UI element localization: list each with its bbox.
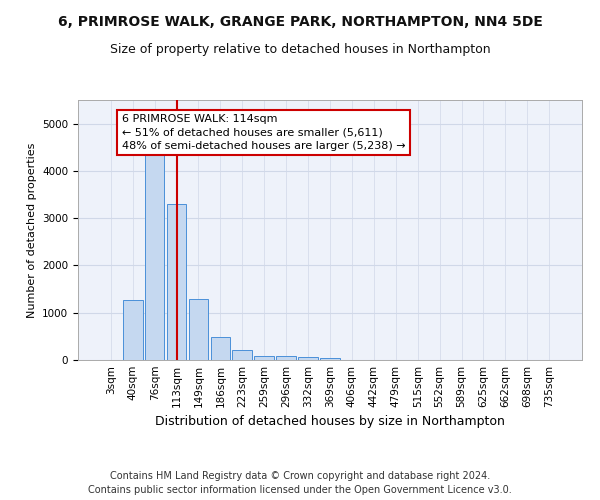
Bar — [123, 300, 143, 360]
Bar — [254, 356, 274, 360]
Y-axis label: Number of detached properties: Number of detached properties — [26, 142, 37, 318]
Text: 6 PRIMROSE WALK: 114sqm
← 51% of detached houses are smaller (5,611)
48% of semi: 6 PRIMROSE WALK: 114sqm ← 51% of detache… — [122, 114, 406, 150]
Bar — [298, 358, 318, 360]
Bar — [276, 356, 296, 360]
Text: Contains HM Land Registry data © Crown copyright and database right 2024.
Contai: Contains HM Land Registry data © Crown c… — [88, 471, 512, 495]
Text: 6, PRIMROSE WALK, GRANGE PARK, NORTHAMPTON, NN4 5DE: 6, PRIMROSE WALK, GRANGE PARK, NORTHAMPT… — [58, 15, 542, 29]
Bar — [167, 204, 187, 360]
Bar — [232, 350, 252, 360]
Bar — [145, 156, 164, 360]
Bar — [188, 300, 208, 360]
Bar — [320, 358, 340, 360]
Bar — [211, 337, 230, 360]
Text: Size of property relative to detached houses in Northampton: Size of property relative to detached ho… — [110, 42, 490, 56]
X-axis label: Distribution of detached houses by size in Northampton: Distribution of detached houses by size … — [155, 416, 505, 428]
